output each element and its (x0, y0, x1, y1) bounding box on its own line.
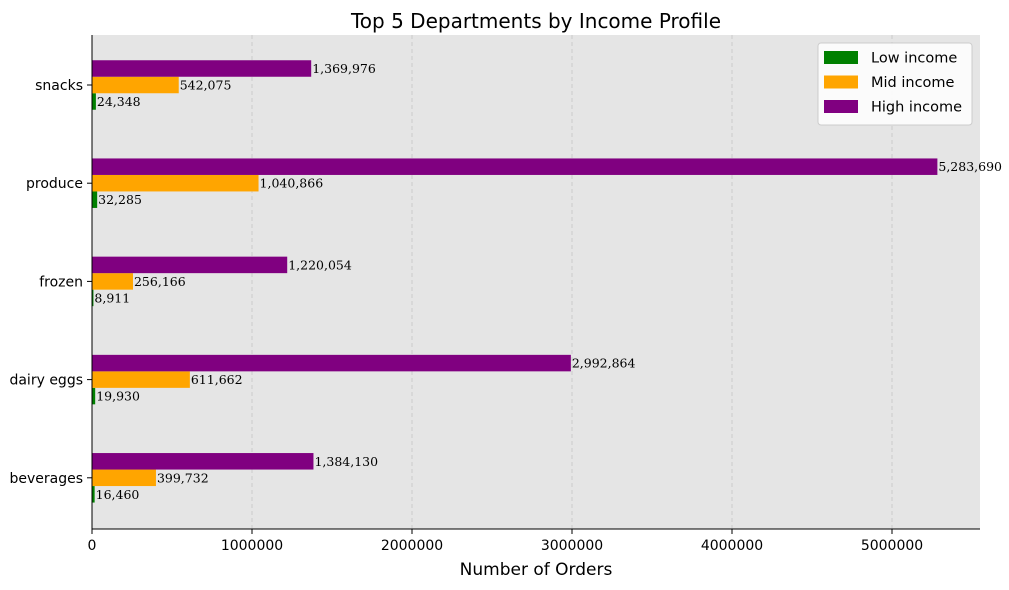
x-tick-label: 5000000 (861, 538, 923, 554)
bar-high-income (92, 453, 314, 470)
bar-high-income (92, 60, 312, 77)
legend-swatch (824, 100, 858, 113)
x-tick-label: 3000000 (541, 538, 603, 554)
y-axis: snacks produce frozen dairy eggs beverages (9, 35, 93, 529)
x-tick-label: 2000000 (381, 538, 443, 554)
bar-low-income (92, 191, 98, 208)
data-label: 399,732 (157, 470, 209, 485)
data-label: 32,285 (98, 192, 142, 207)
data-label: 1,040,866 (260, 176, 324, 191)
data-label: 2,992,864 (572, 356, 636, 371)
data-labels-group: 24,348 542,075 1,369,976 32,285 1,040,866 5,2… (94, 61, 1002, 502)
bar-mid-income (92, 469, 156, 487)
x-tick-label: 0 (88, 538, 97, 554)
bar-low-income (92, 486, 95, 503)
data-label: 19,930 (96, 389, 140, 404)
data-label: 1,369,976 (312, 61, 376, 76)
legend-entry-label: Low income (871, 51, 957, 67)
bar-low-income (92, 93, 96, 110)
bars-group (92, 60, 938, 503)
bar-low-income (92, 387, 96, 405)
data-label: 8,911 (94, 290, 130, 305)
bar-high-income (92, 354, 571, 372)
bar-high-income (92, 256, 288, 274)
data-label: 5,283,690 (938, 159, 1002, 174)
legend: Low income Mid income High income (817, 42, 973, 126)
data-label: 1,384,130 (314, 454, 378, 469)
x-tick-label: 4000000 (701, 538, 763, 554)
y-tick-label: beverages (9, 471, 83, 487)
data-label: 16,460 (96, 487, 140, 502)
bar-high-income (92, 158, 938, 175)
y-tick-label: snacks (35, 78, 83, 94)
grid-lines (251, 35, 893, 529)
chart-title: Top 5 Departments by Income Profile (350, 9, 721, 33)
data-label: 611,662 (191, 372, 243, 387)
bar-mid-income (92, 273, 133, 290)
legend-entry-label: Mid income (871, 75, 955, 91)
data-label: 24,348 (97, 94, 141, 109)
bar-low-income (92, 289, 94, 307)
x-axis: 0 1000000 2000000 3000000 4000000 5000000 (88, 528, 980, 554)
legend-swatch (824, 51, 858, 64)
data-label: 542,075 (180, 78, 232, 93)
y-tick-label: frozen (39, 274, 83, 290)
bar-mid-income (92, 174, 259, 192)
bar-mid-income (92, 76, 179, 94)
data-label: 256,166 (134, 274, 186, 289)
x-tick-label: 1000000 (221, 538, 283, 554)
y-tick-label: produce (26, 176, 83, 192)
data-label: 1,220,054 (288, 257, 352, 272)
y-tick-label: dairy eggs (9, 373, 83, 389)
x-axis-label: Number of Orders (460, 560, 613, 580)
legend-swatch (824, 75, 858, 89)
bar-mid-income (92, 371, 190, 388)
legend-entry-label: High income (871, 100, 962, 116)
